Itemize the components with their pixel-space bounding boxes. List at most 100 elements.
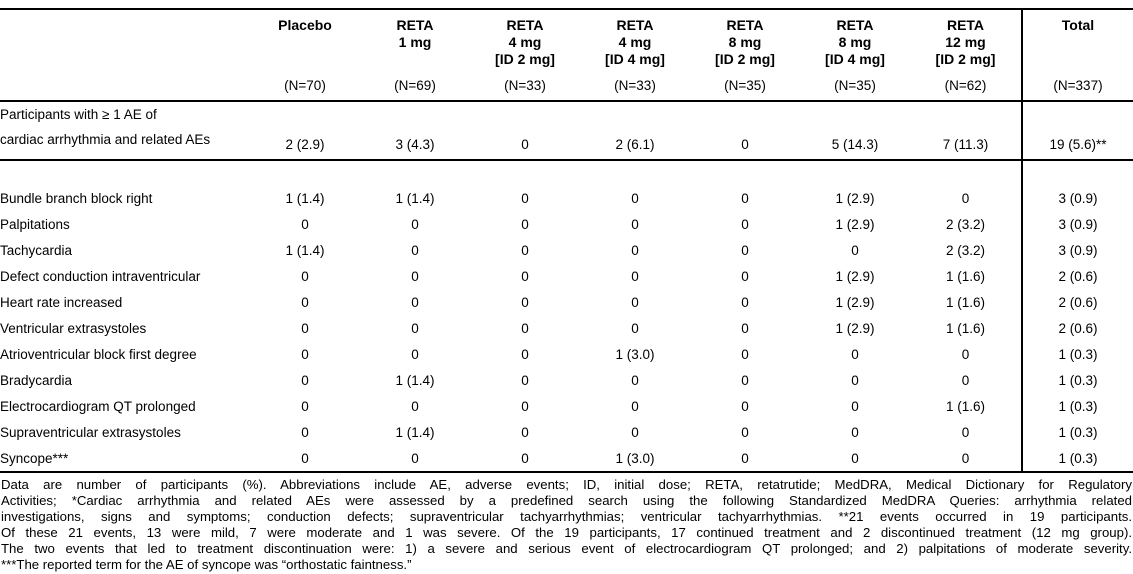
cell-value: 0	[301, 450, 309, 466]
column-n-label: (N=33)	[504, 78, 546, 93]
cell-value: 1 (2.9)	[835, 294, 875, 310]
footnotes: Data are number of participants (%). Abb…	[0, 473, 1133, 572]
table-row: Electrocardiogram QT prolonged 0 0 0 0 0 0 1 (1…	[0, 393, 1133, 419]
cell-value: 0	[851, 372, 859, 388]
cell-value: 0	[521, 268, 529, 284]
row-label: Tachycardia	[0, 242, 73, 258]
cell-value: 0	[631, 268, 639, 284]
column-title-line: 4 mg	[618, 34, 652, 50]
column-header-cell: RETA 1 mg (N=69)	[360, 10, 470, 100]
cell-value: 1 (1.4)	[395, 190, 435, 206]
cell-value: 2 (3.2)	[945, 242, 986, 258]
cell-value: 1 (0.3)	[1021, 341, 1133, 367]
cell-value: 0	[631, 320, 639, 336]
table-row: Heart rate increased 0 0 0 0 0 1 (2.9) 1 (1.6) 2…	[0, 289, 1133, 315]
cell-value: 3 (0.9)	[1021, 185, 1133, 211]
cell-value: 0	[411, 346, 419, 362]
row-label: Bundle branch block right	[0, 190, 153, 206]
column-title: RETA 1 mg	[396, 17, 433, 51]
cell-value: 0	[851, 450, 859, 466]
column-title-line: [ID 2 mg]	[935, 51, 996, 67]
cell-value: 0	[741, 372, 749, 388]
footnote-line: Of these 21 events, 13 were mild, 7 were…	[1, 524, 1132, 540]
cell-value: 1 (0.3)	[1021, 445, 1133, 472]
column-header: Placebo (N=70)	[250, 9, 360, 101]
cell-value: 0	[741, 294, 749, 310]
cell-value: 0	[301, 424, 309, 440]
row-label: Electrocardiogram QT prolonged	[0, 398, 196, 414]
table-header-row: Placebo (N=70) RETA 1 mg (N=69) RETA 4 mg [ID 2…	[0, 9, 1133, 101]
column-title: RETA 4 mg [ID 4 mg]	[605, 17, 665, 68]
table-row: Bundle branch block right 1 (1.4) 1 (1.4) 0…	[0, 185, 1133, 211]
cell-value: 0	[411, 216, 419, 232]
summary-cell-value: 0	[741, 137, 749, 152]
cell-value: 0	[301, 320, 309, 336]
column-title: RETA 8 mg [ID 2 mg]	[715, 17, 775, 68]
cell-value: 0	[631, 398, 639, 414]
cell-value: 0	[741, 216, 749, 232]
column-title-line: [ID 2 mg]	[495, 51, 555, 67]
cell-value: 1 (2.9)	[835, 216, 875, 232]
cell-value: 3 (0.9)	[1021, 211, 1133, 237]
footnote-line: Activities; *Cardiac arrhythmia and rela…	[1, 492, 1132, 508]
cell-value: 0	[301, 398, 309, 414]
spacer-row	[0, 160, 1133, 185]
cell-value: 0	[521, 294, 529, 310]
cell-value: 0	[301, 268, 309, 284]
cell-value: 0	[631, 424, 639, 440]
column-header: RETA 4 mg [ID 4 mg] (N=33)	[580, 9, 690, 101]
cell-value: 1 (0.3)	[1021, 393, 1133, 419]
column-header-cell: RETA 4 mg [ID 4 mg] (N=33)	[580, 10, 690, 100]
cell-value: 2 (0.6)	[1021, 289, 1133, 315]
column-header-cell: RETA 12 mg [ID 2 mg] (N=62)	[910, 10, 1021, 100]
cell-value: 0	[521, 398, 529, 414]
row-label: Bradycardia	[0, 372, 73, 388]
column-title-line: Total	[1061, 17, 1095, 33]
cell-value: 0	[741, 450, 749, 466]
row-label: Supraventricular extrasystoles	[0, 424, 181, 440]
column-title-line: [ID 4 mg]	[825, 51, 885, 67]
cell-value: 0	[411, 294, 419, 310]
cell-value: 0	[411, 398, 419, 414]
column-title-line: [ID 2 mg]	[715, 51, 775, 67]
summary-row-label-line: cardiac arrhythmia and related AEs	[0, 132, 211, 147]
column-title-line: RETA	[616, 17, 654, 33]
column-title-line: RETA	[506, 17, 544, 33]
summary-cell-value: 2 (6.1)	[615, 137, 655, 152]
table-row: Bradycardia 0 1 (1.4) 0 0 0 0 0 1 (0.3)	[0, 367, 1133, 393]
column-title: RETA 12 mg [ID 2 mg]	[936, 17, 996, 68]
cell-value: 0	[411, 450, 419, 466]
cell-value: 0	[301, 372, 309, 388]
summary-cell-value: 3 (4.3)	[395, 137, 435, 152]
cell-value: 0	[521, 372, 529, 388]
column-header: RETA 12 mg [ID 2 mg] (N=62)	[910, 9, 1022, 101]
row-label: Atrioventricular block first degree	[0, 346, 197, 362]
cell-value: 0	[631, 242, 639, 258]
row-label: Ventricular extrasystoles	[0, 320, 147, 336]
column-header-cell: RETA 8 mg [ID 4 mg] (N=35)	[800, 10, 910, 100]
cell-value: 0	[741, 398, 749, 414]
column-n-label: (N=33)	[614, 78, 656, 93]
cell-value: 0	[521, 242, 529, 258]
adverse-events-table: Placebo (N=70) RETA 1 mg (N=69) RETA 4 mg [ID 2…	[0, 8, 1133, 473]
cell-value: 0	[741, 346, 749, 362]
cell-value: 3 (0.9)	[1021, 237, 1133, 263]
cell-value: 1 (0.3)	[1021, 367, 1133, 393]
cell-value: 0	[741, 268, 749, 284]
column-n-label: (N=62)	[944, 78, 987, 93]
column-title: RETA 4 mg [ID 2 mg]	[495, 17, 555, 68]
column-title: Total	[1062, 17, 1094, 34]
column-title: RETA 8 mg [ID 4 mg]	[825, 17, 885, 68]
spacer-cell	[0, 160, 1022, 185]
cell-value: 0	[521, 320, 529, 336]
column-title-line: 12 mg	[945, 34, 986, 50]
footnote-line: Data are number of participants (%). Abb…	[1, 477, 1132, 492]
cell-value: 0	[301, 294, 309, 310]
column-title-line: [ID 4 mg]	[605, 51, 665, 67]
column-title-line: 4 mg	[508, 34, 542, 50]
cell-value: 0	[521, 450, 529, 466]
cell-value: 0	[741, 424, 749, 440]
column-n-label: (N=35)	[724, 78, 766, 93]
footnote-line: investigations, signs and symptoms; cond…	[1, 508, 1132, 524]
row-label: Syncope***	[0, 450, 69, 466]
